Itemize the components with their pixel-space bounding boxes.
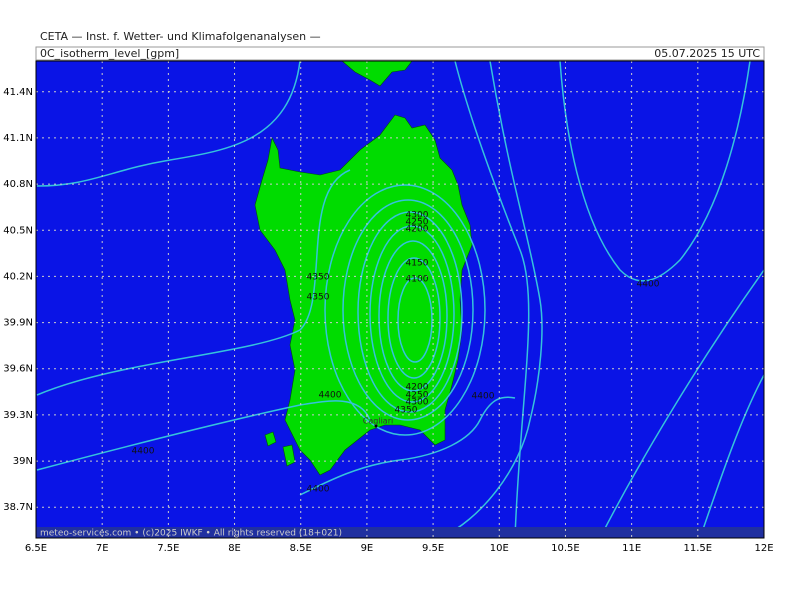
contour-label: 4250 [406,391,429,401]
city-marker [374,424,378,428]
lat-label: 39.9N [3,318,33,329]
footer: meteo-services.com • (c)2025 IWKF • All … [40,529,342,539]
contour-label: 4400 [307,485,330,495]
lon-label: 6.5E [25,543,47,554]
footer-bar [36,527,764,538]
lat-label: 40.5N [3,225,33,236]
lon-label: 9.5E [422,543,444,554]
islets [264,431,296,467]
header-box [35,46,765,61]
corsica [341,60,413,87]
contour-label: 4250 [406,218,429,228]
lon-label: 8E [228,543,241,554]
header-title: CETA — Inst. f. Wetter- und Klimafolgena… [40,30,321,43]
lat-label: 39.6N [3,364,33,375]
lon-label: 10E [490,543,509,554]
contours [36,60,765,539]
contour-label: 4400 [637,280,660,290]
lat-label: 39.3N [3,410,33,421]
contour-label: 4200 [406,383,429,393]
sardinia [254,114,473,476]
contour-label: 4400 [132,447,155,457]
lat-label: 40.2N [3,271,33,282]
contour-label: 4350 [395,406,418,416]
lat-label: 41.1N [3,133,33,144]
frame [35,60,765,539]
lat-label: 39N [13,456,33,467]
contour-label: 4400 [472,392,495,402]
contour-label: 4350 [307,273,330,283]
lat-label: 38.7N [3,502,33,513]
lon-label: 9E [361,543,374,554]
place-label: Cagliari [363,417,393,426]
valid-time: 05.07.2025 15 UTC [654,47,760,60]
field-name: 0C_isotherm_level_[gpm] [40,47,179,60]
lon-label: 10.5E [551,543,580,554]
contour-label: 4300 [406,211,429,221]
lon-label: 7.5E [157,543,179,554]
lon-label: 12E [754,543,773,554]
lon-label: 8.5E [290,543,312,554]
lat-label: 41.4N [3,87,33,98]
contour-label: 4400 [319,391,342,401]
contour-label: 4350 [307,293,330,303]
contour-label: 4300 [406,398,429,408]
lon-label: 11.5E [684,543,713,554]
contour-label: 4100 [406,275,429,285]
lon-label: 11E [622,543,641,554]
lat-label: 40.8N [3,179,33,190]
lon-label: 7E [96,543,109,554]
contour-label: 4150 [406,259,429,269]
contour-label: 4200 [406,225,429,235]
